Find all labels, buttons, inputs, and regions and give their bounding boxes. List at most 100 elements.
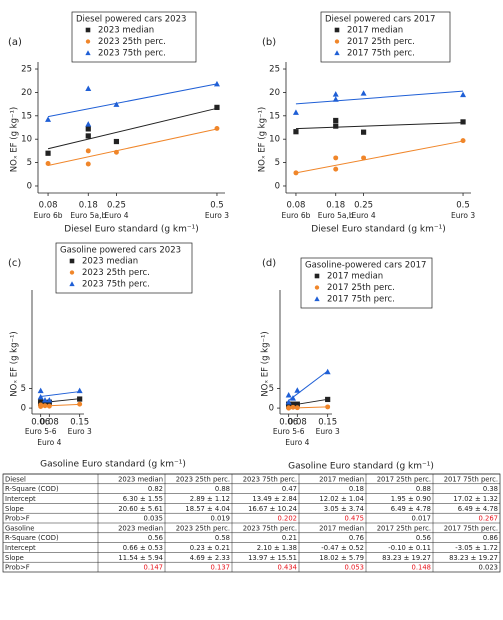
marker-circle — [85, 148, 91, 154]
marker-triangle — [37, 387, 44, 394]
legend-label: 2023 median — [98, 26, 154, 36]
table-cell: Slope — [5, 554, 24, 562]
table-header-cell: Diesel — [5, 475, 26, 483]
marker-square — [333, 123, 339, 129]
fit-line — [40, 391, 80, 398]
table-cell: 6.30 ± 1.55 — [123, 495, 163, 503]
legend-box — [71, 11, 197, 63]
table-header-cell: Gasoline — [5, 524, 34, 532]
x-tick-sublabel: Euro 3 — [451, 211, 475, 220]
legend-marker — [334, 39, 340, 44]
fit-line — [47, 83, 218, 118]
x-axis-label: Gasoline Euro standard (g km⁻¹) — [288, 462, 434, 472]
table-header-cell: 2017 25th perc. — [377, 524, 431, 532]
table-cell: 6.49 ± 4.78 — [391, 505, 431, 513]
marker-square — [85, 126, 91, 132]
legend-label: 2017 75th perc. — [327, 295, 395, 305]
table-cell: 0.23 ± 0.21 — [190, 544, 230, 552]
table-cell: 0.18 — [349, 485, 364, 493]
marker-triangle — [85, 121, 92, 127]
panel-label: (b) — [262, 37, 276, 48]
legend-title: Gasoline powered cars 2023 — [60, 246, 181, 256]
legend-box — [320, 11, 451, 63]
legend-marker — [85, 50, 91, 56]
table-cell: 18.02 ± 5.79 — [319, 554, 364, 562]
legend-marker — [69, 270, 75, 275]
table-cell: 4.69 ± 2.33 — [190, 554, 230, 562]
table-cell: 12.02 ± 1.04 — [319, 495, 364, 503]
panel-label: (a) — [8, 37, 22, 48]
x-tick-label: 0.08 — [288, 418, 307, 428]
table-cell: 0.023 — [479, 564, 498, 572]
legend-title: Gasoline-powered cars 2017 — [305, 261, 426, 271]
legend-label: 2023 75th perc. — [98, 49, 166, 59]
table-cell: 2.89 ± 1.12 — [190, 495, 230, 503]
marker-triangle — [290, 395, 296, 401]
table-cell: 0.56 — [148, 534, 163, 542]
x-axis-label: Gasoline Euro standard (g km⁻¹) — [40, 460, 186, 470]
x-tick-label: 0.18 — [79, 201, 98, 211]
marker-triangle — [45, 116, 52, 122]
y-axis-label: NOₓ EF (g kg⁻¹) — [258, 107, 268, 172]
x-tick-sublabel: Euro 6b — [281, 211, 310, 220]
x-tick-sublabel: Euro 4 — [104, 211, 128, 220]
table-header-cell: 2017 median — [319, 475, 364, 483]
y-tick-label: 20 — [21, 88, 32, 98]
table-cell: -0.10 ± 0.11 — [388, 544, 431, 552]
y-tick-label: 10 — [269, 135, 280, 145]
x-tick-sublabel: Euro 4 — [285, 438, 309, 447]
marker-triangle — [37, 393, 44, 400]
table-cell: 0.86 — [483, 534, 498, 542]
marker-square — [113, 138, 120, 145]
table-cell: -3.05 ± 1.72 — [455, 544, 498, 552]
marker-triangle — [360, 90, 367, 96]
marker-triangle — [460, 91, 467, 98]
x-tick-sublabel: Euro 5a,b — [318, 211, 354, 220]
marker-circle — [45, 161, 51, 166]
x-tick-label: 0.18 — [326, 201, 345, 211]
x-tick-label: 0.5 — [210, 201, 224, 211]
table-cell: R-Square (COD) — [5, 485, 59, 493]
table-cell: -0.47 ± 0.52 — [321, 544, 364, 552]
panel-label: (d) — [262, 258, 276, 269]
marker-circle — [46, 403, 52, 409]
table-cell: 17.02 ± 1.32 — [453, 495, 498, 503]
marker-circle — [42, 403, 48, 409]
table-cell: 0.202 — [278, 515, 297, 523]
table-cell: Intercept — [5, 544, 36, 552]
marker-circle — [325, 404, 331, 410]
table-cell: 83.23 ± 19.27 — [449, 554, 498, 562]
y-axis-label: NOₓ EF (g kg⁻¹) — [261, 331, 271, 396]
table-cell: 0.137 — [211, 564, 230, 572]
table-cell: 0.017 — [412, 515, 431, 523]
table-cell: 0.88 — [215, 485, 230, 493]
legend-label: 2017 25th perc. — [347, 37, 415, 47]
table-header-cell: 2017 75th perc. — [444, 475, 498, 483]
marker-square — [42, 399, 48, 406]
table-cell: 0.019 — [211, 515, 230, 523]
table-cell: 18.57 ± 4.04 — [185, 505, 230, 513]
table-cell: 0.66 ± 0.53 — [123, 544, 163, 552]
x-tick-sublabel: Euro 3 — [205, 211, 229, 220]
panel-label: (c) — [8, 258, 21, 269]
table-cell: 0.21 — [282, 534, 297, 542]
marker-triangle — [294, 387, 301, 393]
marker-triangle — [42, 397, 48, 403]
y-tick-label: 25 — [21, 65, 32, 75]
table-header-cell: 2023 25th perc. — [176, 524, 230, 532]
y-tick-label: 15 — [269, 111, 280, 121]
y-tick-label: 15 — [21, 111, 32, 121]
x-tick-label: 0.15 — [70, 418, 89, 428]
y-tick-label: 5 — [269, 384, 274, 394]
x-tick-sublabel: Euro 5a,b — [70, 211, 106, 220]
legend-title: Diesel powered cars 2017 — [325, 15, 435, 25]
legend-label: 2023 25th perc. — [98, 37, 166, 47]
legend-marker — [334, 27, 340, 33]
x-tick-sublabel: Euro 4 — [352, 211, 376, 220]
fit-line — [288, 370, 328, 401]
x-tick-sublabel: Euro 5-6 — [273, 427, 305, 436]
table-cell: 1.95 ± 0.90 — [391, 495, 431, 503]
table-header-cell: 2017 25th perc. — [377, 475, 431, 483]
legend-label: 2023 median — [82, 257, 138, 267]
table-cell: 0.58 — [215, 534, 230, 542]
